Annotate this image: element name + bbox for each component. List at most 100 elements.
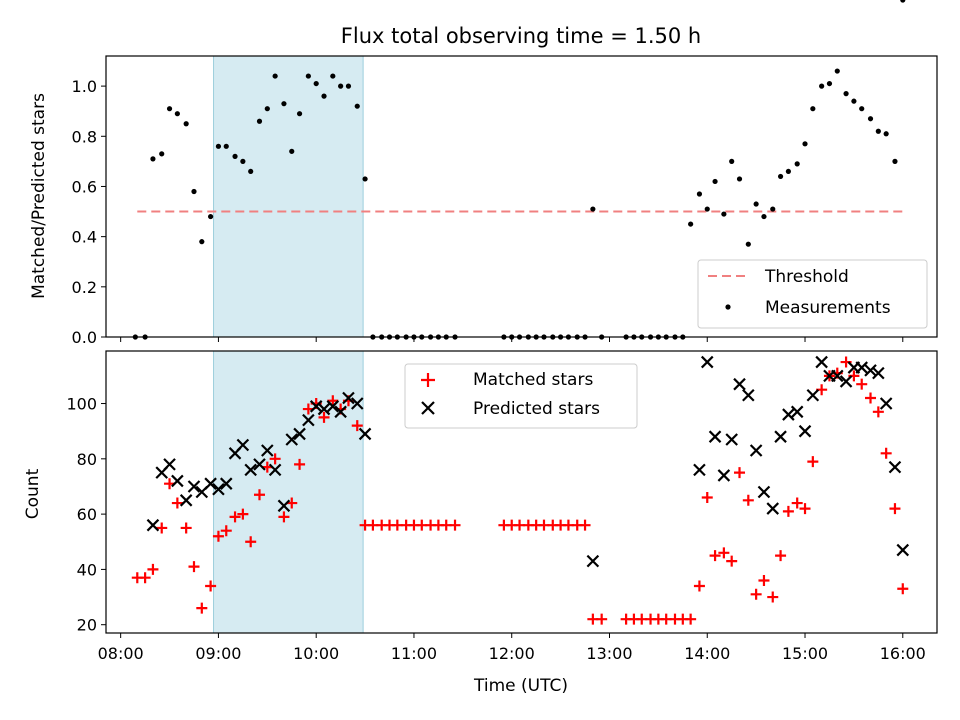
measurement-point [770, 206, 776, 212]
time-tick-label: 13:00 [586, 644, 632, 663]
ratio-panel: 0.0 0.2 0.4 0.6 0.8 1.0 Matched/Predicted sta… [29, 0, 938, 347]
measurement-point [256, 118, 263, 124]
measurement-point [826, 80, 833, 87]
legend-matched-swatch [421, 373, 435, 387]
matched-star-point [294, 458, 306, 470]
predicted-star-point [334, 405, 347, 419]
matched-star-point [253, 489, 265, 501]
measurement-point [704, 206, 710, 212]
predicted-star-point [261, 444, 274, 457]
time-tick-label: 11:00 [391, 644, 437, 663]
matched-star-point [889, 503, 901, 515]
observing-window-top [213, 55, 364, 338]
predicted-star-point [790, 405, 804, 419]
predicted-star-point [309, 400, 323, 413]
time-tick-label: 10:00 [293, 644, 339, 663]
predicted-star-point [358, 427, 372, 441]
measurement-point [753, 201, 759, 207]
predicted-star-point [864, 364, 877, 377]
measurement-point [174, 111, 180, 117]
predicted-star-point [204, 477, 217, 490]
count-tick-label: 40 [77, 560, 97, 579]
matched-star-point [767, 591, 779, 603]
matched-star-point [156, 522, 168, 534]
measurement-point [892, 158, 898, 164]
legend-predicted-swatch [421, 401, 435, 415]
measurement-point [215, 143, 222, 149]
matched-star-point [351, 420, 363, 432]
matched-star-point [220, 525, 232, 537]
ratio-tick-label: 0.0 [72, 328, 97, 347]
count-points [131, 355, 910, 625]
time-tick-label: 12:00 [489, 644, 535, 663]
measurement-point [785, 168, 791, 175]
matched-star-point [237, 508, 249, 520]
predicted-star-point [302, 413, 315, 427]
matched-star-point [726, 555, 738, 567]
predicted-star-point [219, 477, 233, 490]
predicted-star-point [749, 444, 763, 457]
ratio-axis-ticks: 0.0 0.2 0.4 0.6 0.8 1.0 [72, 77, 106, 347]
matched-star-point [579, 519, 591, 531]
measurement-point [248, 168, 254, 175]
time-tick-label: 08:00 [98, 644, 144, 663]
matched-star-point [147, 563, 159, 575]
predicted-star-point [872, 366, 885, 380]
predicted-star-point [187, 480, 201, 493]
matched-star-point [139, 572, 151, 584]
matched-star-point [188, 561, 200, 573]
predicted-star-point [244, 463, 257, 477]
matched-star-point [701, 492, 713, 504]
predicted-star-point [350, 397, 364, 410]
measurement-point [199, 239, 205, 245]
predicted-star-point [855, 361, 868, 374]
time-tick-label: 14:00 [684, 644, 730, 663]
predicted-star-point [725, 433, 738, 446]
measurement-point [867, 116, 874, 122]
matched-star-point [718, 547, 730, 559]
chart-title: Flux total observing time = 1.50 h [341, 24, 701, 48]
measurement-point [345, 83, 352, 89]
matched-star-point [750, 588, 762, 600]
matched-star-point [865, 392, 877, 404]
legend-predicted-label: Predicted stars [473, 399, 600, 419]
ratio-tick-label: 1.0 [72, 77, 97, 96]
measurement-point [761, 213, 767, 220]
matched-star-point [596, 613, 608, 625]
count-tick-label: 20 [77, 616, 97, 635]
matched-star-point [205, 580, 217, 592]
ratio-panel-frame [105, 55, 938, 338]
measurement-point [843, 91, 849, 97]
matched-star-point [269, 453, 281, 465]
measurement-point [272, 73, 278, 79]
matched-star-point [791, 497, 803, 509]
matched-star-point [318, 411, 330, 423]
predicted-star-point [888, 460, 902, 474]
measurement-point [305, 73, 311, 79]
predicted-star-point [831, 369, 844, 383]
predicted-star-point [171, 474, 184, 488]
ratio-legend: Threshold Measurements [697, 259, 928, 329]
measurement-point [150, 156, 156, 162]
measurement-point [736, 176, 743, 182]
predicted-star-point [212, 482, 225, 496]
count-tick-label: 60 [77, 505, 97, 524]
matched-star-point [449, 519, 461, 531]
matched-star-point [782, 505, 794, 517]
matched-star-point [880, 447, 892, 459]
predicted-star-point [798, 424, 812, 438]
measurement-point [777, 173, 784, 180]
measurement-point [223, 143, 229, 149]
ratio-y-axis-label: Matched/Predicted stars [29, 93, 49, 299]
ratio-tick-label: 0.4 [72, 228, 97, 247]
measurement-point [208, 213, 214, 220]
measurement-point [191, 188, 197, 195]
matched-star-point [196, 602, 208, 614]
predicted-star-point [757, 485, 771, 499]
predicted-star-point [693, 463, 706, 477]
count-panel-frame [105, 350, 938, 634]
matched-star-point [245, 536, 257, 548]
measurement-point [354, 103, 360, 109]
predicted-star-point [253, 458, 266, 471]
measurement-point [338, 83, 344, 89]
